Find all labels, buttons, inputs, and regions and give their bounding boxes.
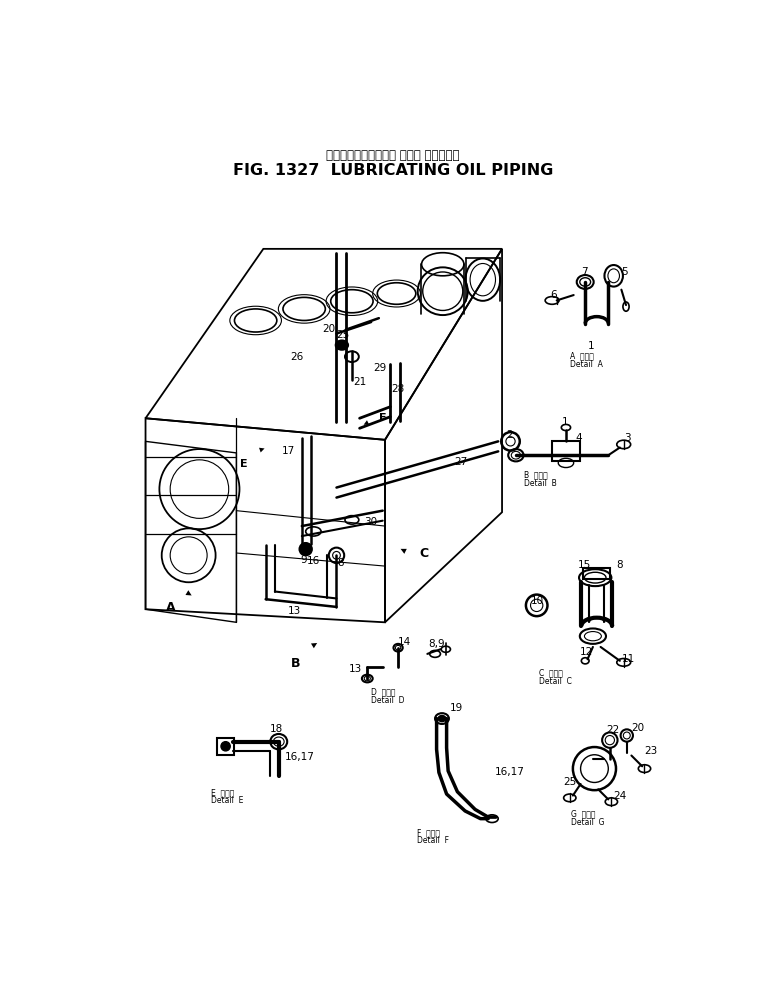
Text: FIG. 1327  LUBRICATING OIL PIPING: FIG. 1327 LUBRICATING OIL PIPING xyxy=(232,162,553,178)
Text: 24: 24 xyxy=(614,790,627,800)
Text: D  詳細図: D 詳細図 xyxy=(371,688,396,697)
Text: 29: 29 xyxy=(373,363,387,374)
Text: 8: 8 xyxy=(337,558,344,568)
Text: 26: 26 xyxy=(290,352,303,362)
Bar xyxy=(552,441,580,461)
Text: 18: 18 xyxy=(269,724,283,734)
Text: 6: 6 xyxy=(551,290,557,300)
Text: 4: 4 xyxy=(575,433,582,442)
Text: 23: 23 xyxy=(644,746,658,756)
Text: E  詳細図: E 詳細図 xyxy=(211,787,235,797)
Text: 28: 28 xyxy=(391,384,405,394)
Text: 22: 22 xyxy=(606,725,619,735)
Text: A  詳細図: A 詳細図 xyxy=(570,351,594,361)
Text: Detail  D: Detail D xyxy=(371,696,405,705)
Text: 25: 25 xyxy=(336,330,349,340)
Text: 5: 5 xyxy=(621,267,628,277)
Text: 10: 10 xyxy=(532,596,545,606)
Text: 7: 7 xyxy=(581,267,588,277)
Text: ルーブリケーティング オイル パイピング: ルーブリケーティング オイル パイピング xyxy=(326,148,459,162)
Text: E: E xyxy=(240,459,248,469)
Text: 13: 13 xyxy=(288,606,301,615)
Text: Detail  E: Detail E xyxy=(211,796,243,805)
Text: 19: 19 xyxy=(449,703,463,713)
Text: Detail  G: Detail G xyxy=(571,818,605,827)
Text: 16,17: 16,17 xyxy=(495,768,524,778)
Text: 12: 12 xyxy=(580,647,593,657)
Text: B: B xyxy=(291,657,301,670)
Text: 15: 15 xyxy=(578,559,591,569)
Text: G  詳細図: G 詳細図 xyxy=(571,809,596,819)
Text: 16,17: 16,17 xyxy=(285,752,314,762)
Text: 13: 13 xyxy=(349,665,362,674)
Text: 11: 11 xyxy=(621,655,634,665)
Text: 17: 17 xyxy=(282,445,295,455)
Text: 8: 8 xyxy=(616,559,623,569)
Text: F  詳細図: F 詳細図 xyxy=(417,828,440,837)
Text: 1: 1 xyxy=(588,341,594,351)
Ellipse shape xyxy=(221,741,230,751)
Text: 8,9: 8,9 xyxy=(428,639,445,649)
Text: 20: 20 xyxy=(322,324,335,334)
Text: B  詳細図: B 詳細図 xyxy=(524,471,548,480)
Text: F: F xyxy=(379,413,387,424)
Text: 30: 30 xyxy=(364,517,377,527)
Text: Detail  B: Detail B xyxy=(524,479,556,489)
Text: 2: 2 xyxy=(506,431,512,440)
Text: 3: 3 xyxy=(624,433,630,442)
Text: 1: 1 xyxy=(562,417,568,427)
Circle shape xyxy=(300,543,312,555)
Text: 21: 21 xyxy=(353,377,366,387)
Text: 27: 27 xyxy=(455,457,468,467)
Ellipse shape xyxy=(336,340,348,350)
Bar xyxy=(583,568,610,579)
Text: 16: 16 xyxy=(307,555,320,565)
Text: Detail  A: Detail A xyxy=(570,360,603,369)
Bar xyxy=(217,738,234,755)
Text: Detail  C: Detail C xyxy=(539,677,572,686)
Text: C: C xyxy=(420,547,429,559)
Text: Detail  F: Detail F xyxy=(417,837,449,845)
Text: 20: 20 xyxy=(631,723,644,732)
Text: 9: 9 xyxy=(300,555,307,565)
Text: 25: 25 xyxy=(564,777,577,786)
Text: A: A xyxy=(166,601,176,613)
Text: 14: 14 xyxy=(397,637,411,647)
Text: C  詳細図: C 詳細図 xyxy=(539,668,563,677)
Ellipse shape xyxy=(438,716,446,722)
